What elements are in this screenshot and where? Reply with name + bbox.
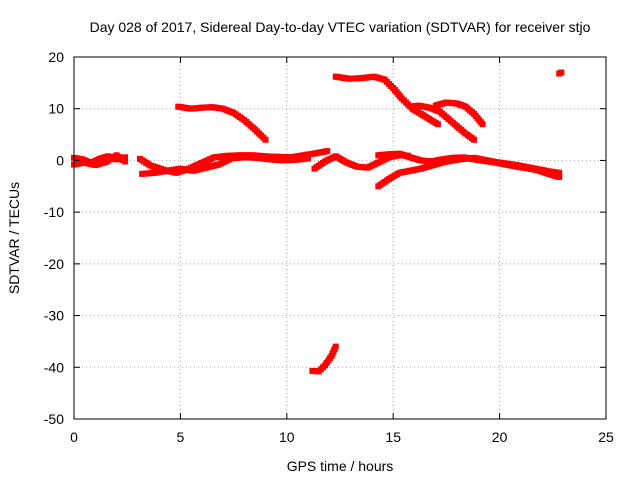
y-tick-label: -40 — [44, 359, 64, 375]
data-point — [479, 121, 486, 128]
x-tick-label: 0 — [70, 429, 78, 445]
series-arc-6 — [309, 343, 339, 375]
x-tick-label: 20 — [492, 429, 508, 445]
x-axis-label: GPS time / hours — [287, 458, 394, 474]
tick-labels: 0 5 10 15 20 25 -50 -40 -30 -20 -10 0 10 20 — [44, 49, 614, 445]
y-tick-label: -50 — [44, 411, 64, 427]
x-tick-label: 10 — [279, 429, 295, 445]
series-arc-7 — [332, 73, 478, 143]
data-point — [262, 136, 269, 143]
y-tick-label: 20 — [48, 49, 64, 65]
data-point — [556, 169, 563, 176]
data-point — [332, 343, 339, 350]
grid-lines — [74, 57, 606, 419]
x-tick-label: 25 — [598, 429, 614, 445]
plot-frame — [73, 56, 607, 420]
y-tick-label: 10 — [48, 101, 64, 117]
data-point — [471, 136, 478, 143]
series-arc-12 — [375, 150, 563, 180]
series-arc-9 — [432, 99, 486, 128]
data-points — [71, 69, 565, 375]
data-point — [556, 173, 563, 180]
data-point — [122, 158, 129, 165]
data-point — [305, 155, 312, 162]
data-point — [324, 148, 331, 155]
data-point — [558, 69, 565, 76]
data-point — [434, 121, 441, 128]
chart-title: Day 028 of 2017, Sidereal Day-to-day VTE… — [90, 19, 591, 35]
x-tick-label: 15 — [385, 429, 401, 445]
y-tick-label: -10 — [44, 204, 64, 220]
series-arc-5 — [175, 103, 269, 143]
x-tick-label: 5 — [177, 429, 185, 445]
series-arc-4 — [139, 154, 312, 177]
y-axis-label: SDTVAR / TECUs — [6, 182, 22, 294]
series-arc-8 — [409, 105, 441, 128]
y-tick-label: 0 — [56, 152, 64, 168]
axis-ticks — [73, 56, 607, 420]
y-tick-label: -30 — [44, 308, 64, 324]
series-arc-13 — [556, 69, 565, 77]
y-tick-label: -20 — [44, 256, 64, 272]
